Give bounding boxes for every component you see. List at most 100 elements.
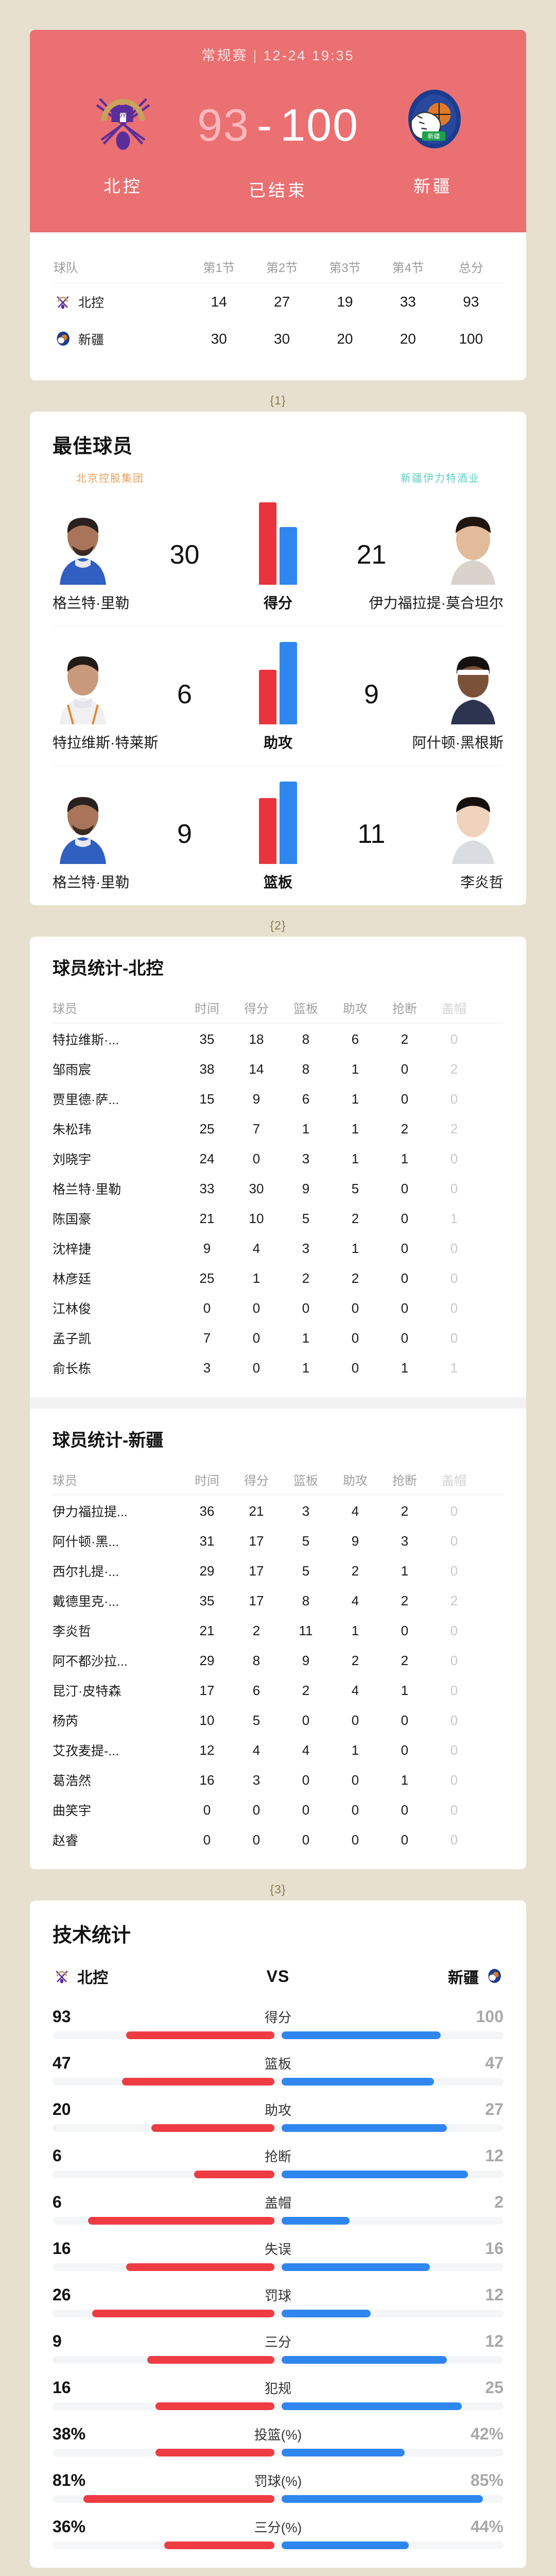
away-value: 27: [485, 2100, 503, 2119]
cell-rebounds: 0: [302, 1772, 310, 1788]
cell-assists: 1: [351, 1091, 359, 1107]
cell-assists: 1: [351, 1622, 359, 1638]
cell-assists: 2: [351, 1270, 359, 1286]
cell-steals: 0: [401, 1622, 409, 1638]
cell-rebounds: 1: [302, 1330, 310, 1346]
away-player-name: 李炎哲: [460, 874, 503, 890]
tech-stat-row: 20 助攻 27: [53, 2091, 503, 2132]
col-q4: 第4节: [392, 261, 424, 275]
match-status: 已结束: [249, 181, 307, 200]
table-row: 孟子凯 7 0 1 0 0 0: [53, 1323, 526, 1353]
away-player-value: 9: [364, 680, 379, 709]
table-row: 格兰特·里勒 33 30 9 5 0 0: [53, 1174, 526, 1204]
cell-points: 0: [252, 1150, 260, 1166]
cell-minutes: 0: [203, 1832, 211, 1848]
cell-rebounds: 8: [302, 1061, 310, 1077]
cell-assists: 0: [351, 1712, 359, 1728]
home-fill: [83, 2495, 274, 2503]
cell-blocks: 0: [450, 1802, 458, 1818]
cell-rebounds: 3: [302, 1240, 310, 1256]
cell-rebounds: 6: [302, 1091, 310, 1107]
compare-track: [53, 2078, 503, 2086]
league-label: 常规赛: [201, 48, 248, 63]
table-row: 伊力福拉提... 36 21 3 4 2 0: [53, 1496, 526, 1526]
cell-blocks: 0: [450, 1150, 458, 1166]
player-name: 阿不都沙拉...: [53, 1654, 128, 1669]
player-stats-away-title: 球员统计-新疆: [53, 1431, 164, 1450]
col-blocks: 盖帽: [442, 1473, 466, 1488]
table-row: 昆汀·皮特森 17 6 2 4 1 0: [53, 1675, 526, 1705]
away-player-photo: [443, 787, 503, 864]
home-team-block[interactable]: ROYAL 北控: [64, 82, 182, 197]
tech-home-team: 北控: [53, 1965, 108, 1988]
player-name: 艾孜麦提-...: [53, 1744, 119, 1758]
cell-assists: 4: [351, 1503, 359, 1519]
xinjiang-mini-logo-icon: [488, 1969, 501, 1983]
home-value: 38%: [53, 2425, 86, 2443]
stat-label: 篮板: [263, 874, 292, 890]
cell-assists: 6: [351, 1031, 359, 1047]
tech-stat-row: 47 篮板 47: [53, 2044, 503, 2086]
table-row: 江林俊 0 0 0 0 0 0: [53, 1293, 526, 1323]
cell-steals: 1: [401, 1772, 409, 1788]
home-value: 93: [53, 2007, 71, 2026]
scoreboard-card: 常规赛 | 12-24 19:35 ROYAL 北控: [30, 30, 526, 380]
tech-stat-row: 6 抢断 12: [53, 2137, 503, 2178]
quarter-score-table: 球队 第1节 第2节 第3节 第4节 总分 北控 14 27: [30, 232, 526, 380]
cell-minutes: 16: [199, 1772, 215, 1788]
home-value: 6: [53, 2146, 62, 2165]
cell-minutes: 0: [203, 1802, 211, 1818]
cell-blocks: 0: [450, 1180, 458, 1196]
cell-steals: 2: [401, 1031, 409, 1047]
home-player-value: 9: [177, 819, 192, 849]
team-tags: 北京控股集团 新疆伊力特酒业: [30, 459, 526, 487]
cell-blocks: 0: [450, 1240, 458, 1256]
player-name: 曲笑宇: [53, 1804, 92, 1818]
quarter-table-header: 球队 第1节 第2节 第3节 第4节 总分: [54, 250, 502, 283]
home-fill: [126, 2263, 274, 2271]
tech-stat-row: 16 犯规 25: [53, 2369, 503, 2410]
tech-stats-title: 技术统计: [53, 1925, 131, 1946]
away-player-name: 伊力福拉提·莫合坦尔: [369, 595, 503, 611]
cell-rebounds: 9: [302, 1652, 310, 1668]
player-name: 赵睿: [53, 1834, 79, 1848]
cell-rebounds: 5: [302, 1210, 310, 1226]
away-value: 42%: [470, 2425, 503, 2443]
home-fill: [155, 2449, 274, 2456]
home-player-name: 格兰特·里勒: [53, 595, 130, 611]
tech-stat-row: 6 盖帽 2: [53, 2183, 503, 2225]
col-player: 球员: [53, 1473, 77, 1488]
home-player-value: 30: [169, 540, 200, 570]
away-value: 16: [485, 2239, 503, 2258]
cell-steals: 2: [401, 1121, 409, 1137]
home-fill: [194, 2171, 274, 2178]
col-points: 得分: [244, 1002, 269, 1016]
compare-track: [53, 2031, 503, 2039]
cell-assists: 1: [351, 1121, 359, 1137]
table-row: 艾孜麦提-... 12 4 4 1 0 0: [53, 1735, 526, 1765]
home-player-name: 格兰特·里勒: [53, 874, 130, 890]
team-label: 北控: [77, 1970, 108, 1987]
best-player-row: 30 21: [30, 487, 526, 585]
home-value: 9: [53, 2332, 62, 2350]
stat-label: 罚球(%): [254, 2473, 302, 2489]
player-name: 贾里德·萨...: [53, 1093, 119, 1107]
home-bar: [259, 502, 276, 585]
compare-track: [53, 2124, 503, 2132]
team-label: 北控: [78, 296, 105, 310]
cell-blocks: 0: [450, 1563, 458, 1579]
tech-stat-row: 26 罚球 12: [53, 2276, 503, 2317]
table-row: 沈梓捷 9 4 3 1 0 0: [53, 1233, 526, 1263]
cell-points: 10: [249, 1210, 264, 1226]
tech-stats-rows: 93 得分 100 47 篮板 47 20 助攻 27 6 抢断 12 6 盖帽 2 16 失误 16 26 罚球 12…: [30, 1993, 526, 2549]
cell-steals: 0: [401, 1210, 409, 1226]
beikong-logo-icon: ROYAL: [96, 98, 150, 150]
cell-rebounds: 2: [302, 1270, 310, 1286]
cell-assists: 0: [351, 1802, 359, 1818]
cell-blocks: 0: [450, 1300, 458, 1316]
away-team-block[interactable]: 新疆 新疆: [374, 82, 492, 197]
away-fill: [282, 2171, 468, 2178]
stat-label: 抢断: [264, 2149, 291, 2164]
tech-stats-header: 北控 VS 新疆: [30, 1947, 526, 1993]
stat-label: 得分: [263, 595, 292, 611]
